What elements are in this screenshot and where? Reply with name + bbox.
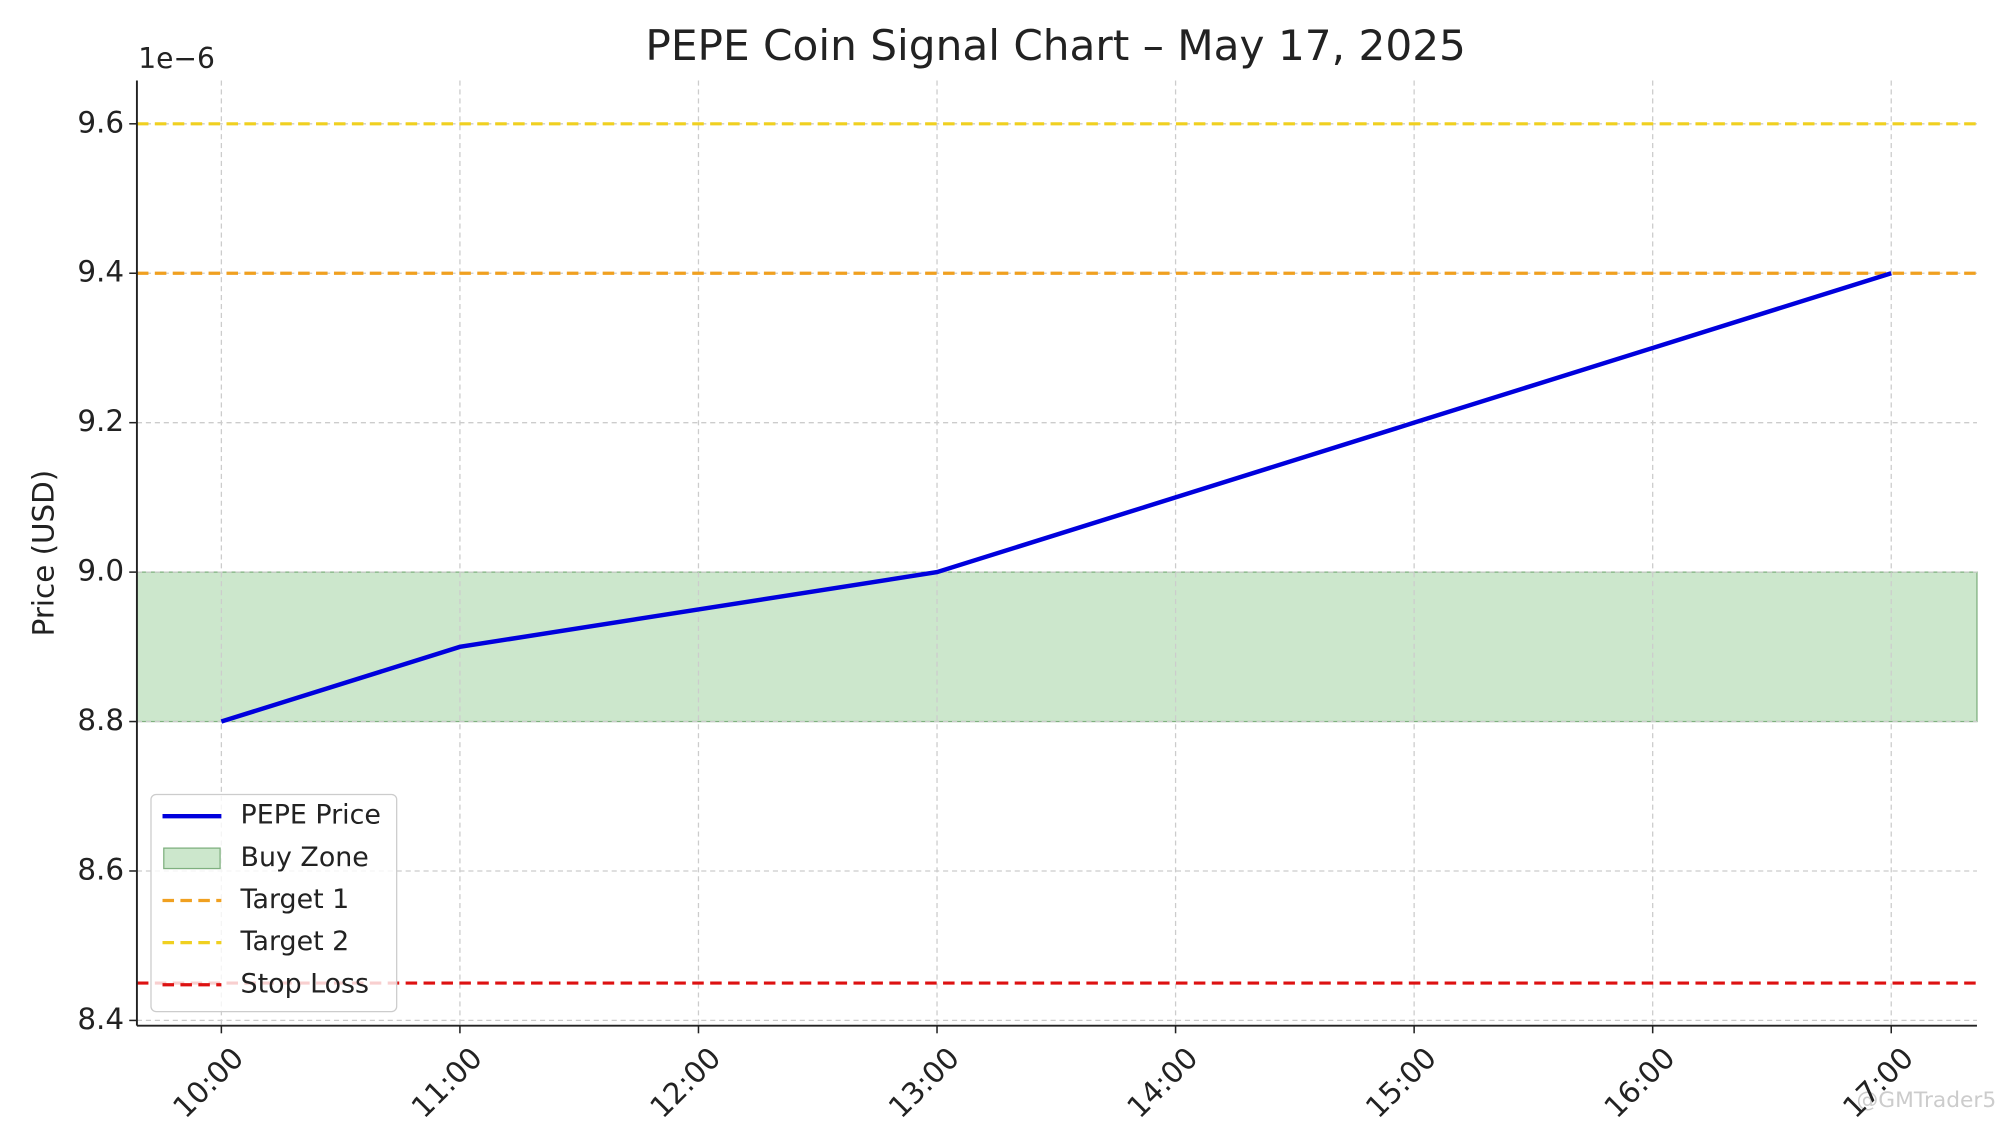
y-tick-label: 8.8: [77, 703, 124, 737]
buy-zone: [136, 571, 1978, 723]
x-tick-label: 10:00: [166, 1041, 250, 1124]
y-tick-label: 9.2: [77, 404, 124, 438]
x-tick-label: 15:00: [1359, 1041, 1443, 1124]
legend-label: PEPE Price: [241, 800, 381, 831]
legend-label: Target 2: [240, 926, 350, 957]
y-tick-label: 8.4: [77, 1002, 124, 1036]
legend-swatch: [163, 847, 221, 870]
y-tick-label: 9.4: [77, 255, 124, 289]
legend-label: Target 1: [240, 884, 350, 915]
chart-title: PEPE Coin Signal Chart – May 17, 2025: [645, 21, 1466, 70]
y-tick-label: 9.6: [77, 105, 124, 139]
x-tick-label: 12:00: [643, 1041, 727, 1124]
x-tick-label: 16:00: [1598, 1041, 1682, 1124]
x-tick-label: 11:00: [405, 1041, 489, 1124]
legend-label: Stop Loss: [241, 968, 369, 999]
y-tick-label: 8.6: [77, 853, 124, 887]
y-axis-label: Price (USD): [26, 470, 60, 637]
x-tick-label: 14:00: [1120, 1041, 1204, 1124]
y-offset-label: 1e−6: [138, 42, 215, 75]
y-tick-label: 9.0: [77, 554, 124, 588]
legend-label: Buy Zone: [241, 842, 369, 873]
watermark: @GMTrader5: [1857, 1088, 1997, 1113]
x-tick-label: 13:00: [882, 1041, 966, 1124]
price-line: [220, 271, 1892, 724]
